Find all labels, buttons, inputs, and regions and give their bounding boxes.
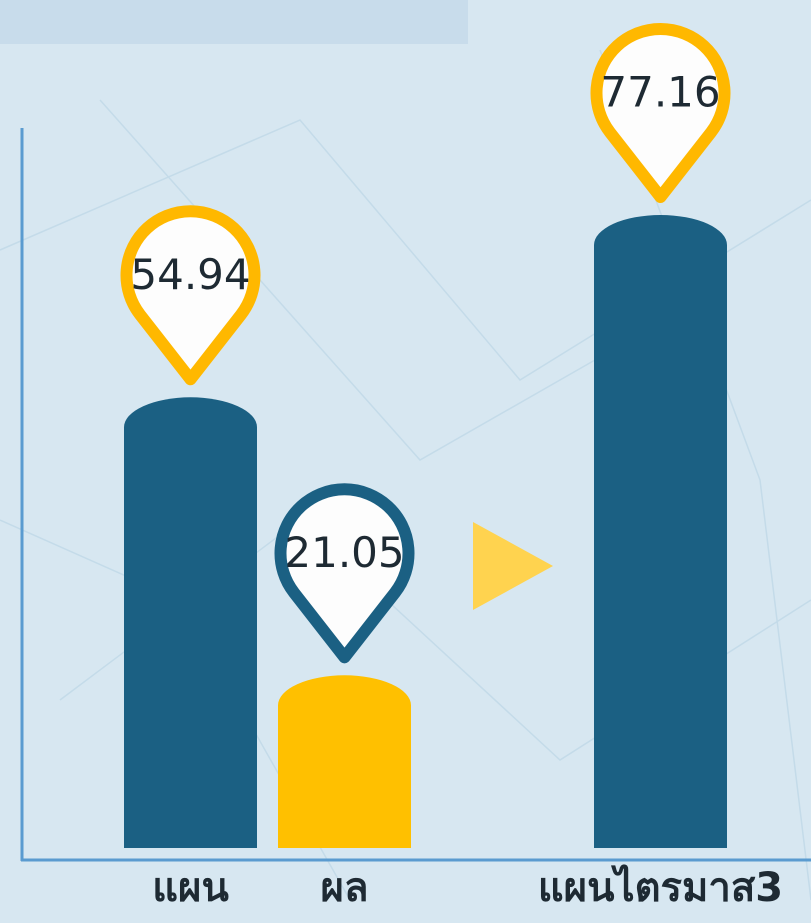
x-tick-label: ผล [321,865,369,911]
value-label: 77.16 [600,68,720,117]
x-tick-label: แผนไตรมาส3 [538,864,783,911]
bar [278,675,411,848]
value-pin [274,483,415,664]
title-box [0,0,468,44]
bar [124,397,257,848]
background-network [0,49,811,901]
value-pin [120,205,261,386]
x-tick-label: แผน [152,865,229,911]
value-pin [590,23,731,203]
bar [594,215,727,849]
arrow-decoration [473,522,553,610]
value-label: 21.05 [284,528,404,577]
value-label: 54.94 [130,250,250,299]
